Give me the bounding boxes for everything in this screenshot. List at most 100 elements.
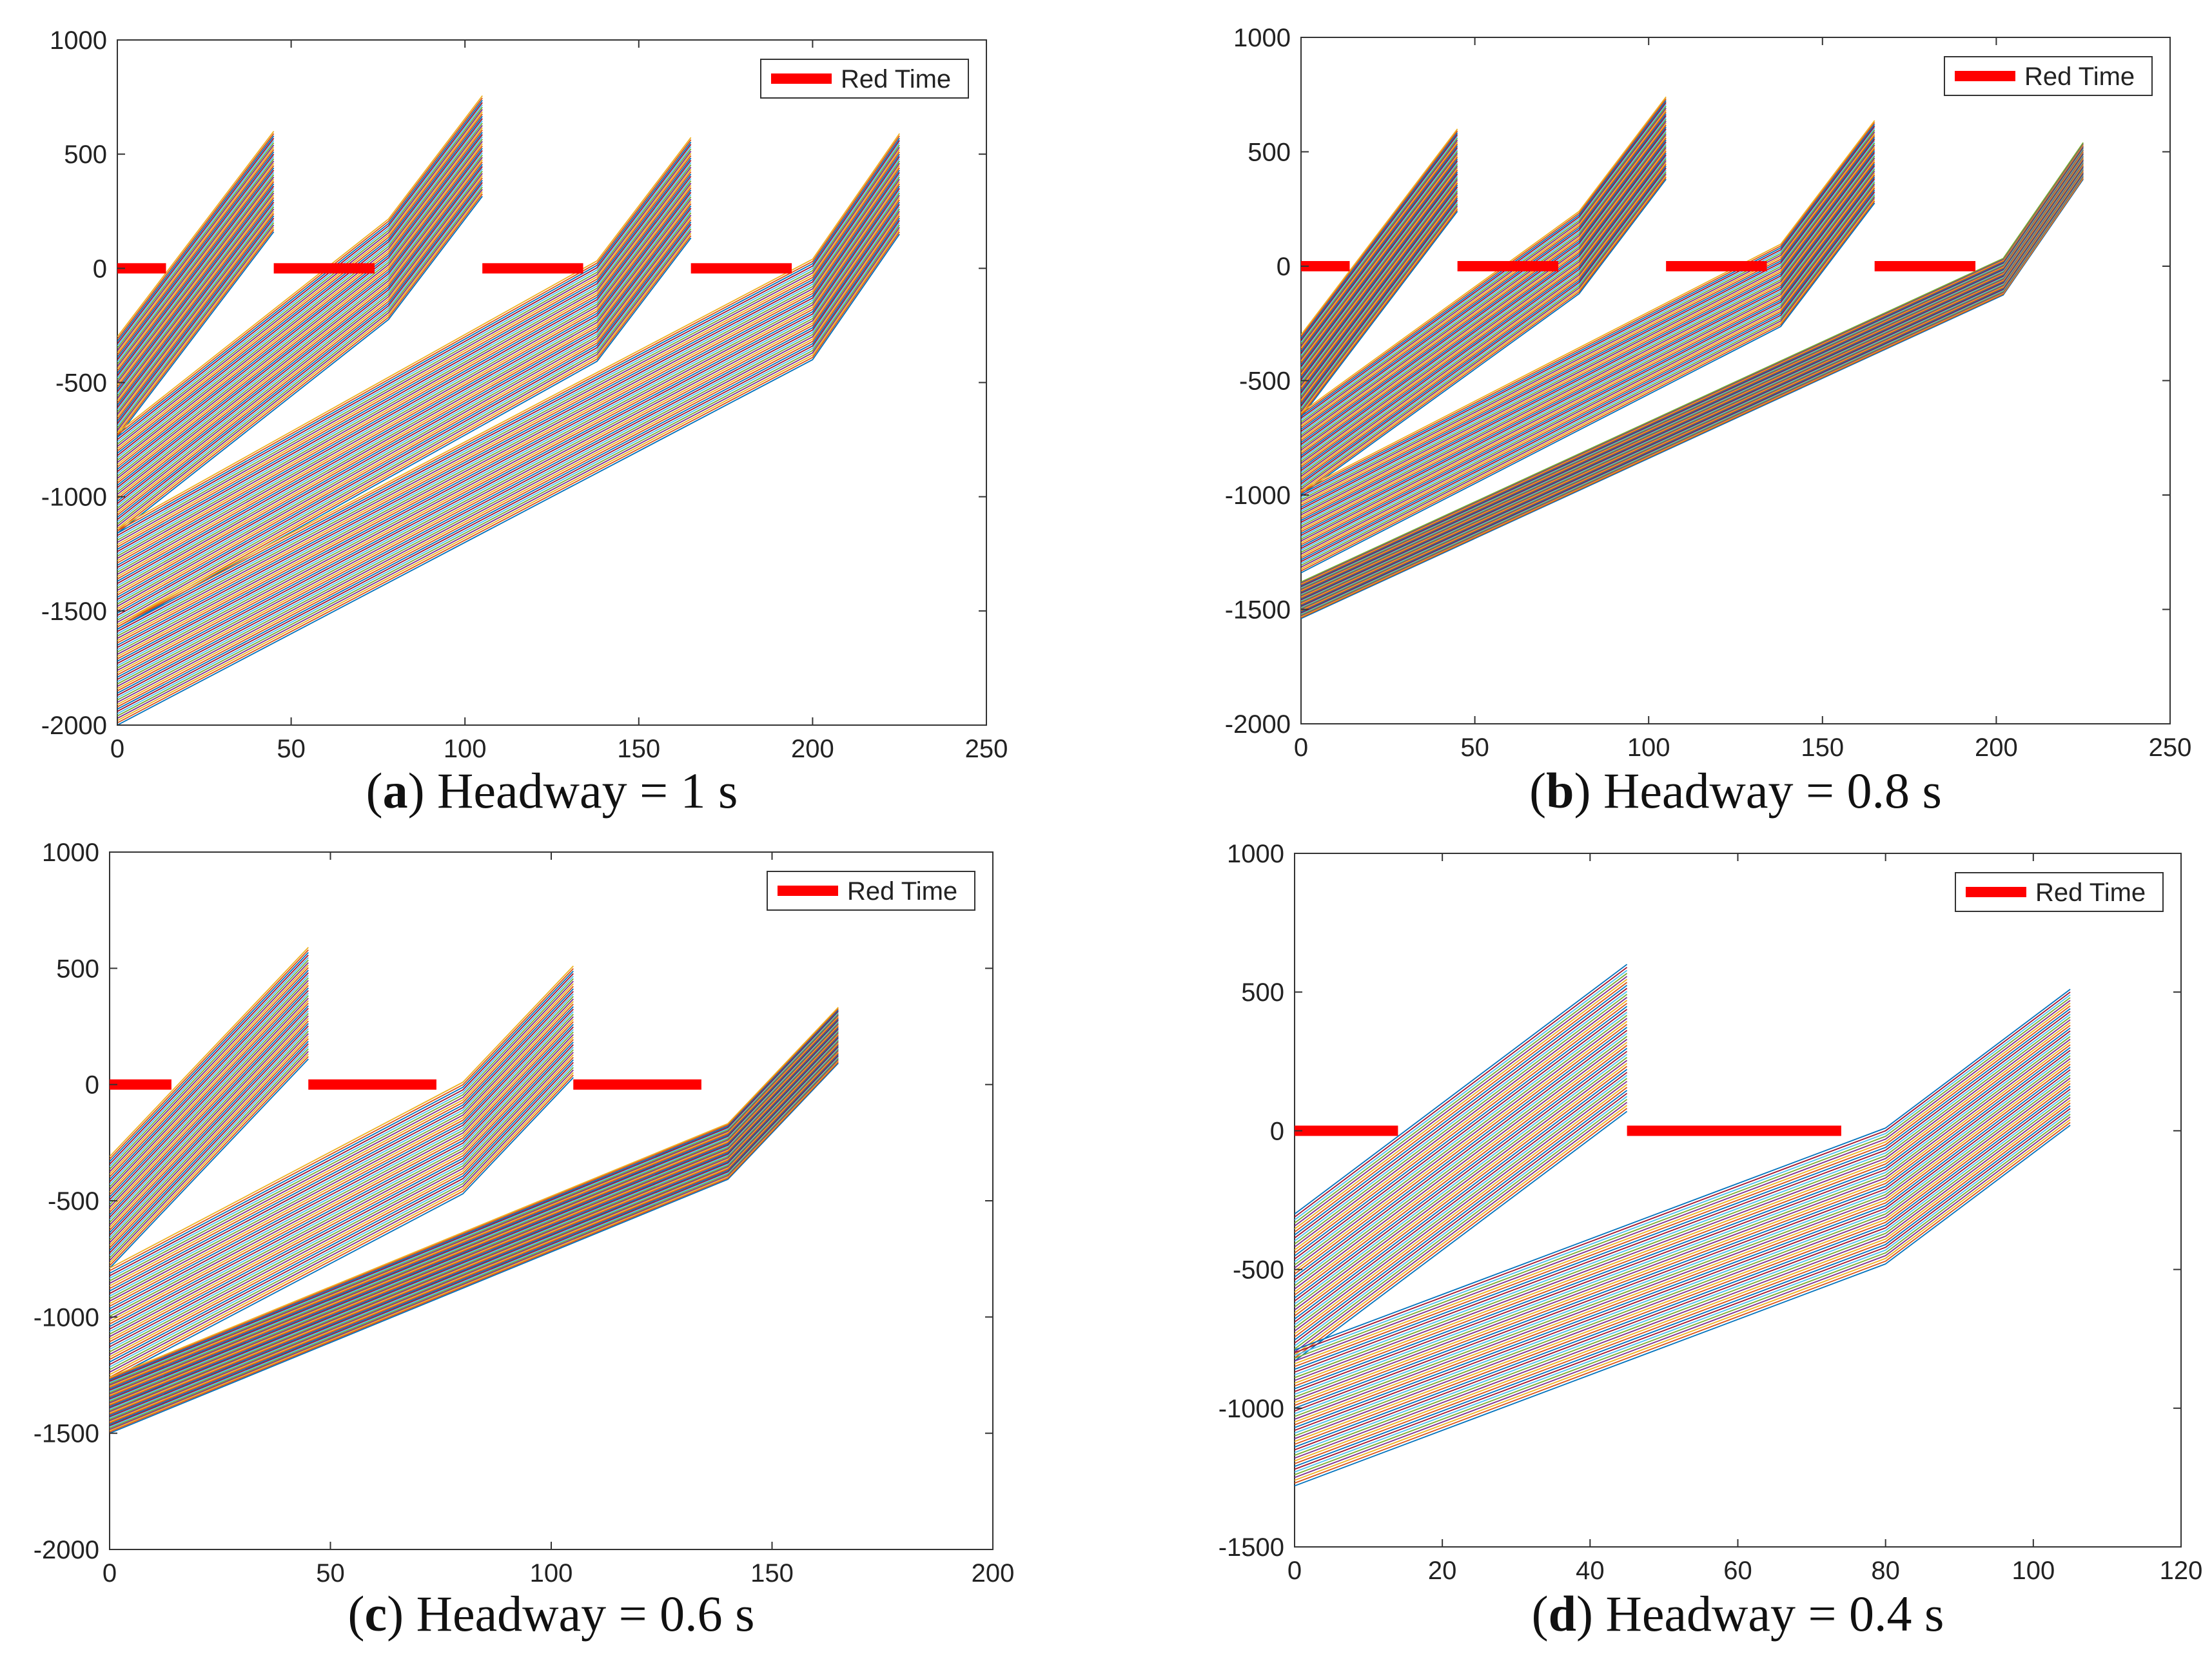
y-tick-label: 0	[1270, 1117, 1284, 1145]
vehicle-trajectory	[1301, 207, 1458, 414]
vehicle-trajectory	[117, 217, 275, 424]
vehicle-trajectory	[1295, 1087, 1628, 1338]
vehicle-trajectory	[1295, 1042, 1628, 1293]
vehicle-trajectory	[117, 229, 275, 436]
vehicle-trajectory	[117, 142, 900, 635]
vehicle-trajectory	[117, 217, 900, 710]
vehicle-trajectory	[117, 224, 275, 431]
y-tick-label: -1500	[34, 1420, 99, 1448]
vehicle-trajectory	[117, 164, 483, 502]
red-time-bar	[1457, 261, 1559, 271]
vehicle-trajectory	[1295, 1069, 1628, 1320]
vehicle-trajectory	[117, 133, 275, 340]
vehicle-trajectory	[117, 231, 900, 724]
y-tick-label: -500	[1233, 1256, 1284, 1285]
vehicle-trajectory	[117, 202, 900, 694]
x-tick-label: 20	[1428, 1557, 1457, 1585]
vehicle-trajectory	[117, 165, 275, 372]
vehicle-trajectory	[110, 1031, 839, 1403]
vehicle-trajectory	[110, 1058, 309, 1269]
vehicle-trajectory	[1301, 113, 1667, 431]
vehicle-trajectory	[110, 987, 309, 1198]
vehicle-trajectory	[1295, 984, 1628, 1236]
vehicle-trajectory	[117, 203, 692, 596]
vehicle-trajectory	[1301, 211, 1458, 418]
vehicle-trajectory	[1295, 1089, 1628, 1341]
x-tick-label: 0	[103, 1559, 117, 1587]
vehicle-trajectory	[110, 1020, 839, 1392]
vehicle-trajectory	[117, 146, 692, 539]
vehicle-trajectory	[117, 212, 692, 605]
vehicle-trajectory	[110, 1044, 839, 1415]
y-tick-label: 1000	[1233, 24, 1291, 52]
vehicle-trajectory	[110, 1025, 839, 1397]
vehicle-trajectory	[117, 170, 900, 662]
vehicle-trajectory	[1301, 202, 1875, 574]
vehicle-trajectory	[1295, 1015, 1628, 1266]
vehicle-trajectory	[110, 1004, 574, 1307]
vehicle-trajectory	[1301, 115, 1667, 432]
vehicle-trajectory	[1301, 170, 1667, 487]
vehicle-trajectory	[110, 1018, 839, 1390]
vehicle-trajectory	[1295, 1045, 1628, 1296]
vehicle-trajectory	[117, 186, 483, 525]
vehicle-trajectory	[1295, 991, 1628, 1242]
vehicle-trajectory	[117, 135, 900, 628]
vehicle-trajectory	[110, 1007, 839, 1378]
vehicle-trajectory	[117, 137, 692, 530]
vehicle-trajectory	[110, 1056, 574, 1360]
panel-caption: (b) Headway = 0.8 s	[1529, 762, 1942, 819]
vehicle-trajectory	[117, 156, 275, 363]
x-tick-label: 100	[2011, 1557, 2055, 1585]
panel-c: 0 50 100 150 200 1000 500 0 -500 -1000 -1500 -2000 R…	[34, 839, 1015, 1642]
vehicle-trajectory	[110, 1036, 574, 1340]
vehicle-trajectory	[110, 967, 309, 1178]
caption-letter: c	[365, 1586, 387, 1642]
vehicle-trajectory	[110, 1005, 309, 1216]
vehicle-trajectory	[110, 1022, 839, 1393]
vehicle-trajectory	[117, 178, 692, 570]
vehicle-trajectory	[110, 1038, 839, 1410]
vehicle-trajectory	[1301, 193, 1875, 565]
vehicle-trajectory	[117, 152, 483, 490]
vehicle-trajectory	[1301, 170, 1458, 376]
vehicle-trajectory	[117, 202, 275, 409]
vehicle-trajectory	[1301, 154, 1667, 471]
vehicle-trajectory	[1295, 1097, 2071, 1459]
vehicle-trajectory	[117, 179, 275, 385]
vehicle-trajectory	[110, 969, 309, 1180]
legend-label: Red Time	[847, 877, 957, 906]
vehicle-trajectory	[117, 228, 692, 621]
vehicle-trajectory	[117, 187, 692, 579]
x-tick-label: 100	[1627, 733, 1670, 762]
vehicle-trajectory	[110, 1072, 574, 1375]
vehicle-trajectory	[1295, 994, 2071, 1356]
vehicle-trajectory	[117, 144, 692, 536]
vehicle-trajectory	[1301, 128, 1667, 445]
vehicle-trajectory	[110, 985, 309, 1196]
vehicle-trajectory	[1295, 1091, 2071, 1453]
vehicle-trajectory	[1295, 1019, 2071, 1381]
vehicle-trajectory	[117, 148, 483, 486]
vehicle-trajectory	[1301, 143, 1458, 351]
vehicle-trajectory	[1301, 136, 1458, 343]
vehicle-trajectory	[110, 1028, 839, 1400]
vehicle-trajectory	[117, 127, 483, 465]
vehicle-trajectory	[110, 1053, 309, 1264]
vehicle-trajectory	[1301, 184, 1875, 555]
y-tick-label: 1000	[42, 839, 99, 867]
legend-label: Red Time	[2024, 63, 2135, 91]
vehicle-trajectory	[110, 949, 309, 1160]
vehicle-trajectory	[117, 162, 900, 655]
vehicle-trajectory	[117, 153, 275, 360]
vehicle-trajectory	[1301, 182, 1875, 553]
vehicle-trajectory	[117, 160, 900, 653]
vehicle-trajectory	[117, 173, 692, 566]
vehicle-trajectory	[110, 1010, 309, 1221]
x-tick-label: 80	[1871, 1557, 1900, 1585]
vehicle-trajectory	[1301, 146, 1875, 518]
vehicle-trajectory	[1301, 197, 1458, 405]
vehicle-trajectory	[110, 1024, 574, 1327]
vehicle-trajectory	[110, 1039, 574, 1343]
vehicle-trajectory	[117, 227, 900, 719]
